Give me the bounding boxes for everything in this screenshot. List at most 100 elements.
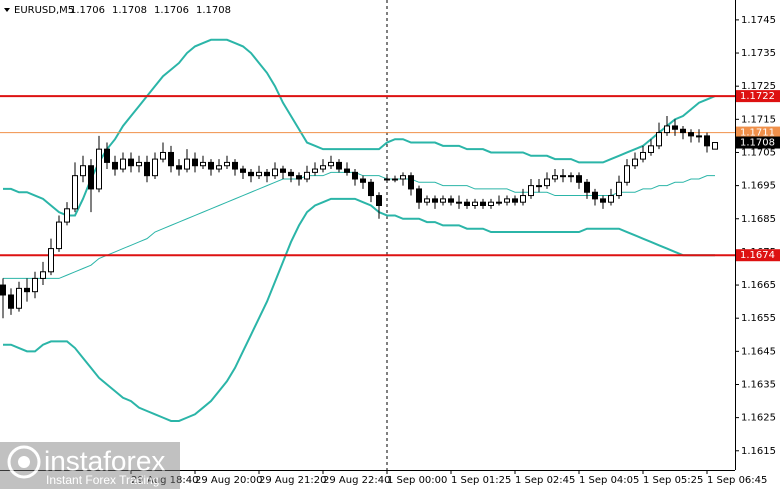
candle-body [360, 178, 366, 183]
header-low: 1.1706 [154, 5, 189, 16]
candle-body [456, 201, 462, 204]
candle-body [632, 158, 638, 167]
candle-body [272, 168, 278, 177]
brand-tagline: Instant Forex Trading [46, 473, 159, 487]
candle-body [704, 135, 710, 147]
candle-body [176, 165, 182, 170]
y-tick-label: 1.1735 [741, 48, 776, 59]
candle-body [264, 171, 270, 177]
candle-body [392, 178, 398, 181]
candle-body [32, 277, 38, 293]
candle-body [520, 195, 526, 203]
candle-body [400, 175, 406, 180]
candle-body [664, 125, 670, 134]
candle-body [224, 161, 230, 167]
y-tick-label: 1.1665 [741, 280, 776, 291]
candle-body [448, 198, 454, 203]
candle-body [216, 165, 222, 170]
candle-body [304, 171, 310, 180]
candle-body [48, 248, 54, 273]
candle-body [544, 178, 550, 187]
level-tag-label: 1.1722 [740, 91, 775, 102]
level-tag-label: 1.1674 [740, 250, 775, 261]
candle-body [576, 175, 582, 183]
candle-body [656, 132, 662, 147]
candle-body [680, 128, 686, 134]
header-open: 1.1706 [70, 5, 105, 16]
y-tick-label: 1.1705 [741, 147, 776, 158]
x-tick-label: 29 Aug 22:40 [323, 475, 390, 486]
candle-body [280, 168, 286, 173]
candle-body [80, 165, 86, 177]
x-tick-label: 1 Sep 05:25 [643, 475, 703, 486]
candle-body [376, 195, 382, 207]
candle-body [232, 161, 238, 170]
candle-body [168, 151, 174, 167]
candle-body [112, 161, 118, 170]
candle-body [184, 158, 190, 170]
candle-body [600, 198, 606, 203]
candle-body [72, 175, 78, 210]
menu-arrow[interactable] [4, 8, 10, 12]
candle-body [352, 171, 358, 180]
candle-body [256, 171, 262, 177]
candle-body [688, 132, 694, 137]
brand-logo-core [18, 456, 30, 468]
candle-body [96, 148, 102, 190]
candle-body [424, 198, 430, 203]
candle-body [16, 287, 22, 309]
x-tick-label: 29 Aug 20:00 [195, 475, 262, 486]
x-tick-label: 1 Sep 01:25 [451, 475, 511, 486]
candle-body [144, 161, 150, 177]
y-tick-label: 1.1615 [741, 446, 776, 457]
y-tick-label: 1.1745 [741, 15, 776, 26]
candle-body [56, 221, 62, 250]
candle-body [592, 191, 598, 200]
candle-body [584, 181, 590, 193]
y-tick-label: 1.1625 [741, 413, 776, 424]
candle-body [120, 158, 126, 170]
candle-body [712, 142, 718, 150]
x-tick-label: 1 Sep 00:00 [387, 475, 447, 486]
candle-body [104, 148, 110, 163]
watermark: instaforex Instant Forex Trading [0, 442, 180, 489]
candle-body [320, 165, 326, 170]
y-tick-label: 1.1645 [741, 346, 776, 357]
bollinger-band [3, 197, 715, 422]
candle-body [248, 171, 254, 177]
candle-body [200, 161, 206, 167]
brand-logo [7, 445, 41, 479]
candle-body [0, 284, 6, 296]
level-tag [736, 90, 780, 103]
candle-body [648, 145, 654, 153]
candle-body [312, 168, 318, 173]
candle-body [608, 195, 614, 203]
brand-name: instaforex [44, 445, 165, 476]
candle-body [552, 175, 558, 180]
x-tick-label: 29 Aug 21:20 [259, 475, 326, 486]
candle-body [496, 201, 502, 204]
candle-body [488, 201, 494, 207]
x-tick-label: 1 Sep 04:05 [579, 475, 639, 486]
level-tag [736, 126, 780, 139]
level-tag-label: 1.1711 [740, 128, 775, 139]
candle-body [208, 161, 214, 170]
candle-body [432, 198, 438, 203]
header-high: 1.1708 [112, 5, 147, 16]
candle-body [528, 185, 534, 197]
candle-body [512, 198, 518, 203]
candle-body [88, 165, 94, 190]
y-tick-label: 1.1685 [741, 214, 776, 225]
candle-body [40, 271, 46, 279]
candle-body [288, 171, 294, 177]
candle-body [344, 168, 350, 173]
candle-body [24, 287, 30, 293]
candle-body [240, 168, 246, 173]
candle-body [152, 158, 158, 177]
candle-body [160, 151, 166, 160]
candle-body [328, 161, 334, 167]
x-tick-label: 29 Aug 18:40 [131, 475, 198, 486]
candle-body [136, 161, 142, 167]
